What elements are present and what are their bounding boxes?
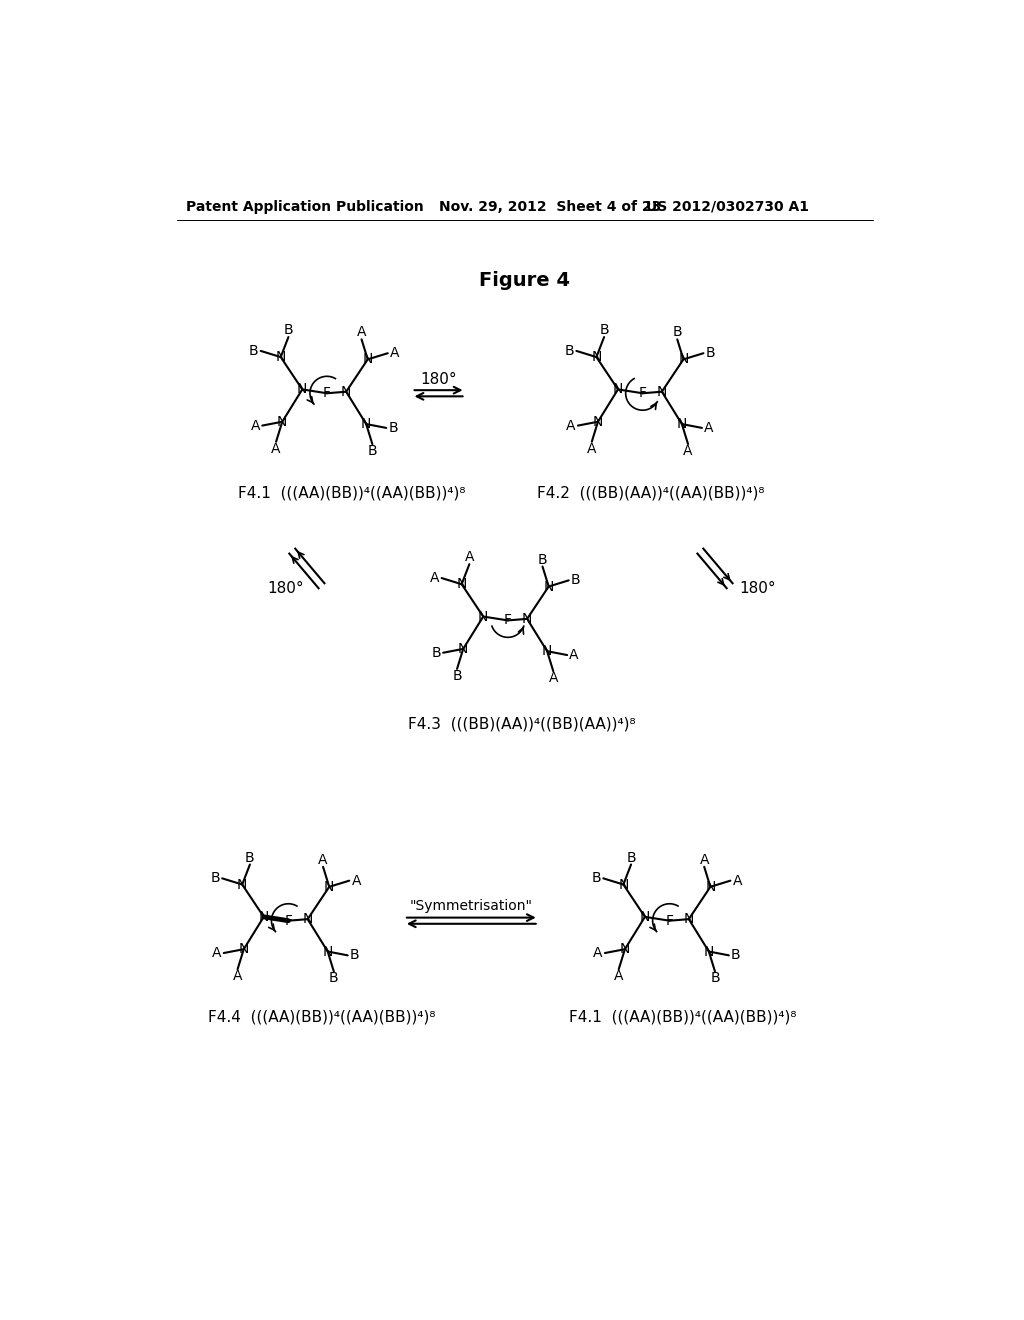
Text: "Symmetrisation": "Symmetrisation" xyxy=(410,899,532,913)
Text: B: B xyxy=(249,345,259,358)
Text: N: N xyxy=(361,417,372,432)
Text: N: N xyxy=(706,880,716,894)
Text: N: N xyxy=(544,579,554,594)
Text: A: A xyxy=(683,444,693,458)
Text: N: N xyxy=(341,384,351,399)
Text: 180°: 180° xyxy=(739,581,775,595)
Text: A: A xyxy=(465,550,474,564)
Text: A: A xyxy=(593,946,603,960)
Text: US 2012/0302730 A1: US 2012/0302730 A1 xyxy=(646,199,809,214)
Text: F4.3  (((BB)(AA))⁴((BB)(AA))⁴)⁸: F4.3 (((BB)(AA))⁴((BB)(AA))⁴)⁸ xyxy=(408,717,635,731)
Text: A: A xyxy=(587,442,597,455)
Text: A: A xyxy=(390,346,399,360)
Text: B: B xyxy=(245,850,255,865)
Text: F: F xyxy=(285,913,293,928)
Text: F: F xyxy=(639,387,646,400)
Text: N: N xyxy=(684,912,694,927)
Text: 180°: 180° xyxy=(267,581,304,595)
Text: B: B xyxy=(706,346,715,360)
Text: N: N xyxy=(522,612,532,626)
Text: B: B xyxy=(564,345,574,358)
Text: A: A xyxy=(614,969,624,983)
Text: F: F xyxy=(666,913,674,928)
Text: B: B xyxy=(570,573,581,587)
Text: A: A xyxy=(251,418,260,433)
Text: B: B xyxy=(673,326,682,339)
Text: Nov. 29, 2012  Sheet 4 of 23: Nov. 29, 2012 Sheet 4 of 23 xyxy=(438,199,660,214)
Text: A: A xyxy=(232,969,243,983)
Text: A: A xyxy=(566,418,575,433)
Text: B: B xyxy=(368,444,377,458)
Text: N: N xyxy=(362,352,373,367)
Text: B: B xyxy=(284,323,293,337)
Text: N: N xyxy=(323,945,333,958)
Text: N: N xyxy=(275,350,286,364)
Text: F: F xyxy=(323,387,331,400)
Text: B: B xyxy=(211,871,220,886)
Text: A: A xyxy=(318,853,328,867)
Text: B: B xyxy=(731,948,740,962)
Text: Patent Application Publication: Patent Application Publication xyxy=(186,199,424,214)
Text: N: N xyxy=(593,414,603,429)
Text: B: B xyxy=(388,421,398,434)
Text: N: N xyxy=(640,909,650,924)
Text: A: A xyxy=(430,572,439,585)
Text: B: B xyxy=(627,850,636,865)
Text: N: N xyxy=(458,642,468,656)
Text: N: N xyxy=(302,912,313,927)
Text: B: B xyxy=(431,645,441,660)
Text: N: N xyxy=(478,610,488,623)
Text: N: N xyxy=(677,417,687,432)
Text: N: N xyxy=(259,909,269,924)
Text: 180°: 180° xyxy=(420,372,457,387)
Text: N: N xyxy=(620,942,630,956)
Text: B: B xyxy=(350,948,359,962)
Text: A: A xyxy=(212,946,221,960)
Text: N: N xyxy=(278,414,288,429)
Text: B: B xyxy=(592,871,601,886)
Text: N: N xyxy=(618,878,629,891)
Text: F4.1  (((AA)(BB))⁴((AA)(BB))⁴)⁸: F4.1 (((AA)(BB))⁴((AA)(BB))⁴)⁸ xyxy=(239,486,466,500)
Text: A: A xyxy=(569,648,579,663)
Text: A: A xyxy=(356,326,367,339)
Text: N: N xyxy=(703,945,714,958)
Text: B: B xyxy=(329,972,339,986)
Text: F4.2  (((BB)(AA))⁴((AA)(BB))⁴)⁸: F4.2 (((BB)(AA))⁴((AA)(BB))⁴)⁸ xyxy=(538,486,765,500)
Text: N: N xyxy=(239,942,249,956)
Text: N: N xyxy=(656,384,667,399)
Text: N: N xyxy=(324,880,335,894)
Text: N: N xyxy=(678,352,688,367)
Text: F: F xyxy=(504,614,512,627)
Text: A: A xyxy=(699,853,709,867)
Text: N: N xyxy=(542,644,552,659)
Text: N: N xyxy=(591,350,601,364)
Text: A: A xyxy=(549,671,558,685)
Text: N: N xyxy=(457,577,467,591)
Text: A: A xyxy=(732,874,742,887)
Text: A: A xyxy=(271,442,281,455)
Text: A: A xyxy=(351,874,360,887)
Text: Figure 4: Figure 4 xyxy=(479,271,570,289)
Text: B: B xyxy=(538,553,547,566)
Text: A: A xyxy=(705,421,714,434)
Text: B: B xyxy=(599,323,609,337)
Text: N: N xyxy=(237,878,248,891)
Text: F4.1  (((AA)(BB))⁴((AA)(BB))⁴)⁸: F4.1 (((AA)(BB))⁴((AA)(BB))⁴)⁸ xyxy=(569,1010,797,1024)
Text: B: B xyxy=(453,669,462,682)
Text: N: N xyxy=(612,383,624,396)
Text: N: N xyxy=(297,383,307,396)
Text: F4.4  (((AA)(BB))⁴((AA)(BB))⁴)⁸: F4.4 (((AA)(BB))⁴((AA)(BB))⁴)⁸ xyxy=(208,1010,435,1024)
Text: B: B xyxy=(711,972,720,986)
